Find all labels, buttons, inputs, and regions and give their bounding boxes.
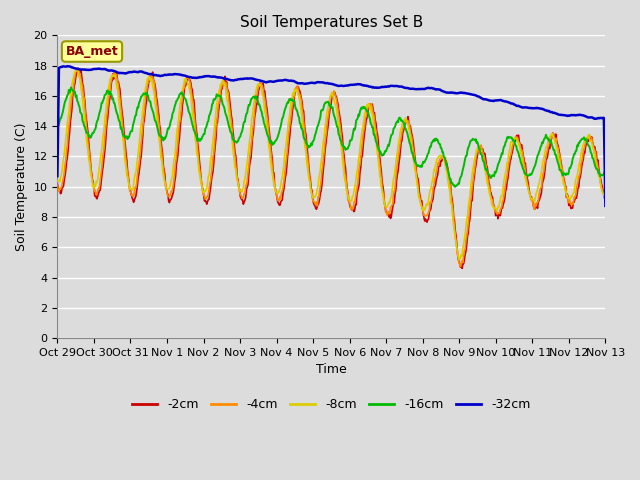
Legend: -2cm, -4cm, -8cm, -16cm, -32cm: -2cm, -4cm, -8cm, -16cm, -32cm: [127, 393, 536, 416]
Title: Soil Temperatures Set B: Soil Temperatures Set B: [240, 15, 423, 30]
Text: BA_met: BA_met: [66, 45, 118, 58]
Y-axis label: Soil Temperature (C): Soil Temperature (C): [15, 122, 28, 251]
X-axis label: Time: Time: [316, 363, 347, 376]
